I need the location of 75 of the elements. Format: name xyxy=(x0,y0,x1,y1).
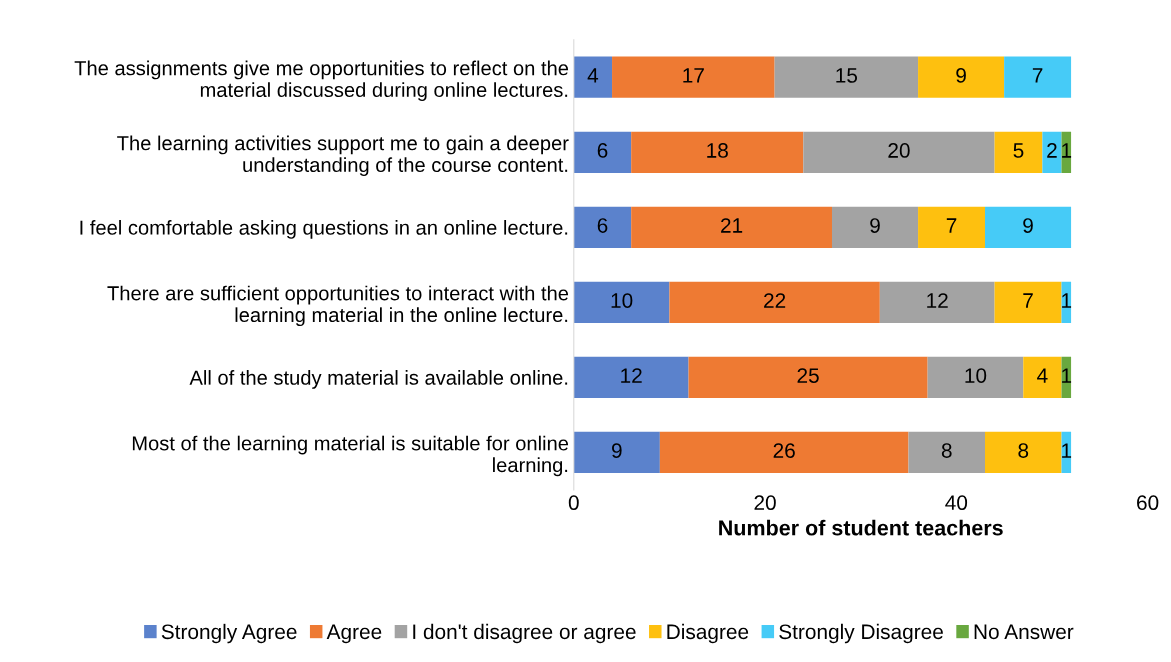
data-label: 9 xyxy=(956,68,966,83)
bar xyxy=(927,356,1024,398)
x-axis-title: Number of student teachers xyxy=(719,519,1003,536)
data-label: 7 xyxy=(1023,293,1033,308)
y-tick-label: There are sufficient opportunities to interact with the learning material in the online lecture. xyxy=(107,285,569,327)
data-label: 9 xyxy=(612,443,622,458)
bar xyxy=(612,56,775,98)
bar xyxy=(573,356,689,398)
data-label: 8 xyxy=(941,443,952,458)
data-label: 2 xyxy=(1047,143,1057,158)
x-tick-label: 40 xyxy=(945,495,968,511)
bar xyxy=(631,206,832,248)
data-label: 21 xyxy=(721,218,743,233)
bar xyxy=(1004,56,1072,98)
data-label: 1 xyxy=(1062,143,1072,158)
data-label: 6 xyxy=(597,218,608,233)
legend-label: Disagree xyxy=(667,623,749,644)
legend-label: Strongly Agree xyxy=(161,623,297,644)
x-tick-label: 20 xyxy=(754,495,776,511)
data-label: 5 xyxy=(1013,143,1024,158)
data-label: 6 xyxy=(597,143,608,158)
bar xyxy=(573,206,632,248)
bar xyxy=(832,206,919,248)
data-label: 8 xyxy=(1018,443,1029,458)
bar xyxy=(688,356,928,398)
data-label: 12 xyxy=(621,368,642,383)
bar xyxy=(573,131,632,173)
legend-label: Strongly Disagree xyxy=(779,623,943,644)
bar xyxy=(573,56,613,98)
y-tick-label: The assignments give me opportunities to reflect on the material discussed during online lectures. xyxy=(74,60,569,102)
bar xyxy=(573,431,660,473)
data-label: 15 xyxy=(836,68,858,83)
legend-label: I don't disagree or agree xyxy=(413,623,636,644)
bar xyxy=(774,56,919,98)
y-tick-label: The learning activities support me to gain a deeper understanding of the course content. xyxy=(117,135,569,177)
data-label: 20 xyxy=(888,143,910,158)
data-label: 7 xyxy=(946,218,957,233)
data-label: 10 xyxy=(611,293,633,308)
x-tick-label: 0 xyxy=(568,495,579,511)
bar xyxy=(659,431,909,473)
bar xyxy=(669,281,880,323)
y-tick-label: All of the study material is available online. xyxy=(189,370,568,389)
x-tick-label: 60 xyxy=(1137,495,1159,511)
bar xyxy=(879,281,995,323)
data-label: 4 xyxy=(1037,368,1048,383)
data-label: 17 xyxy=(683,68,704,83)
bar xyxy=(918,56,1005,98)
data-label: 22 xyxy=(764,293,786,308)
data-label: 18 xyxy=(707,143,728,158)
bar xyxy=(985,431,1062,473)
bar xyxy=(994,281,1062,323)
data-label: 10 xyxy=(965,368,987,383)
data-label: 26 xyxy=(773,443,795,458)
data-label: 1 xyxy=(1062,293,1072,308)
data-label: 4 xyxy=(587,68,599,83)
legend-label: No Answer xyxy=(974,624,1074,640)
data-label: 25 xyxy=(797,368,819,383)
bar xyxy=(1042,131,1062,173)
y-tick-label: I feel comfortable asking questions in an online lecture. xyxy=(80,219,568,239)
bar xyxy=(985,206,1072,248)
legend-label: Agree xyxy=(326,624,382,644)
y-tick-label: Most of the learning material is suitable for online learning. xyxy=(132,435,569,477)
bar xyxy=(573,281,670,323)
bar xyxy=(918,206,986,248)
data-label: 1 xyxy=(1062,443,1072,458)
bar xyxy=(908,431,986,473)
data-label: 7 xyxy=(1032,68,1043,83)
data-label: 9 xyxy=(1023,218,1033,233)
bar xyxy=(994,131,1043,173)
bar xyxy=(1023,356,1062,398)
bar xyxy=(803,131,995,173)
data-label: 12 xyxy=(927,293,948,308)
bar xyxy=(631,131,804,173)
data-label: 9 xyxy=(870,218,880,233)
data-label: 1 xyxy=(1062,368,1072,383)
